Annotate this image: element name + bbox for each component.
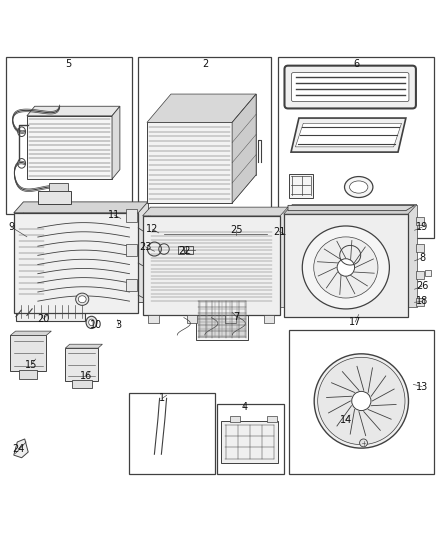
Circle shape <box>360 439 367 447</box>
Bar <box>130 393 215 474</box>
Bar <box>416 244 424 252</box>
Polygon shape <box>147 123 232 203</box>
Ellipse shape <box>76 293 89 305</box>
Circle shape <box>337 259 355 276</box>
Polygon shape <box>65 348 98 381</box>
Text: 16: 16 <box>80 370 92 381</box>
Text: 26: 26 <box>416 281 428 291</box>
Bar <box>416 271 424 279</box>
Text: 11: 11 <box>108 210 120 220</box>
Bar <box>149 229 274 304</box>
Polygon shape <box>65 344 102 348</box>
Bar <box>27 116 112 179</box>
Ellipse shape <box>302 226 389 309</box>
Text: 19: 19 <box>416 222 428 232</box>
Ellipse shape <box>78 296 86 303</box>
Bar <box>230 416 240 422</box>
Bar <box>196 298 248 340</box>
Bar <box>198 301 246 338</box>
Polygon shape <box>23 202 148 302</box>
Text: 5: 5 <box>66 59 72 69</box>
Text: 17: 17 <box>349 317 361 327</box>
Bar <box>289 174 313 198</box>
Bar <box>221 422 278 463</box>
Circle shape <box>352 391 371 410</box>
Bar <box>226 314 236 323</box>
Text: 23: 23 <box>139 242 152 252</box>
Bar <box>145 231 219 266</box>
Bar <box>177 246 184 254</box>
Text: 7: 7 <box>233 312 240 322</box>
Polygon shape <box>27 106 120 116</box>
Bar <box>425 270 431 276</box>
Bar <box>186 246 193 254</box>
Ellipse shape <box>88 319 94 326</box>
Polygon shape <box>288 205 415 211</box>
Text: 20: 20 <box>37 314 49 324</box>
Bar <box>72 380 92 388</box>
Text: 14: 14 <box>339 415 352 425</box>
Circle shape <box>318 357 405 445</box>
Polygon shape <box>11 335 46 372</box>
Polygon shape <box>143 207 288 216</box>
FancyBboxPatch shape <box>285 66 416 108</box>
Bar <box>416 298 424 306</box>
Text: 1: 1 <box>159 393 165 403</box>
Text: 25: 25 <box>230 225 243 235</box>
Polygon shape <box>14 202 148 213</box>
Polygon shape <box>143 216 280 316</box>
Ellipse shape <box>350 181 368 193</box>
Polygon shape <box>171 94 256 175</box>
Bar <box>126 279 137 292</box>
Bar <box>16 303 85 321</box>
Bar <box>187 314 197 323</box>
Bar <box>6 57 132 214</box>
Polygon shape <box>292 205 417 307</box>
Polygon shape <box>147 94 256 123</box>
Polygon shape <box>232 94 256 203</box>
Polygon shape <box>284 214 408 317</box>
Text: 15: 15 <box>25 360 37 370</box>
Bar <box>126 244 137 256</box>
Bar <box>49 183 68 191</box>
Text: 10: 10 <box>90 320 102 330</box>
Bar <box>138 57 272 214</box>
Text: 21: 21 <box>273 227 286 237</box>
Bar <box>126 209 137 222</box>
Polygon shape <box>284 205 417 214</box>
Text: 2: 2 <box>202 59 208 69</box>
Ellipse shape <box>86 316 97 328</box>
Polygon shape <box>112 106 120 179</box>
Text: 8: 8 <box>419 253 425 263</box>
Ellipse shape <box>314 237 378 298</box>
Polygon shape <box>150 207 288 306</box>
Text: 3: 3 <box>116 320 122 330</box>
Polygon shape <box>11 331 51 335</box>
FancyBboxPatch shape <box>291 72 409 101</box>
Text: 22: 22 <box>178 246 191 256</box>
Bar <box>278 57 434 238</box>
Bar <box>264 314 275 323</box>
Polygon shape <box>14 439 28 458</box>
Bar <box>17 226 46 298</box>
Bar <box>267 416 277 422</box>
Text: 18: 18 <box>416 296 428 306</box>
Circle shape <box>314 354 409 448</box>
Bar <box>38 191 71 204</box>
Bar <box>19 370 37 379</box>
Ellipse shape <box>345 176 373 198</box>
Text: 6: 6 <box>353 59 359 69</box>
Bar <box>217 404 284 474</box>
Bar <box>289 330 434 474</box>
Polygon shape <box>291 118 406 152</box>
Text: 9: 9 <box>9 222 14 232</box>
Text: 12: 12 <box>146 224 159 235</box>
Text: 24: 24 <box>12 444 25 454</box>
Polygon shape <box>295 123 402 147</box>
Bar <box>148 314 159 323</box>
Bar <box>416 217 424 225</box>
Text: 4: 4 <box>241 402 247 412</box>
Polygon shape <box>14 213 138 313</box>
Text: 13: 13 <box>416 382 428 392</box>
